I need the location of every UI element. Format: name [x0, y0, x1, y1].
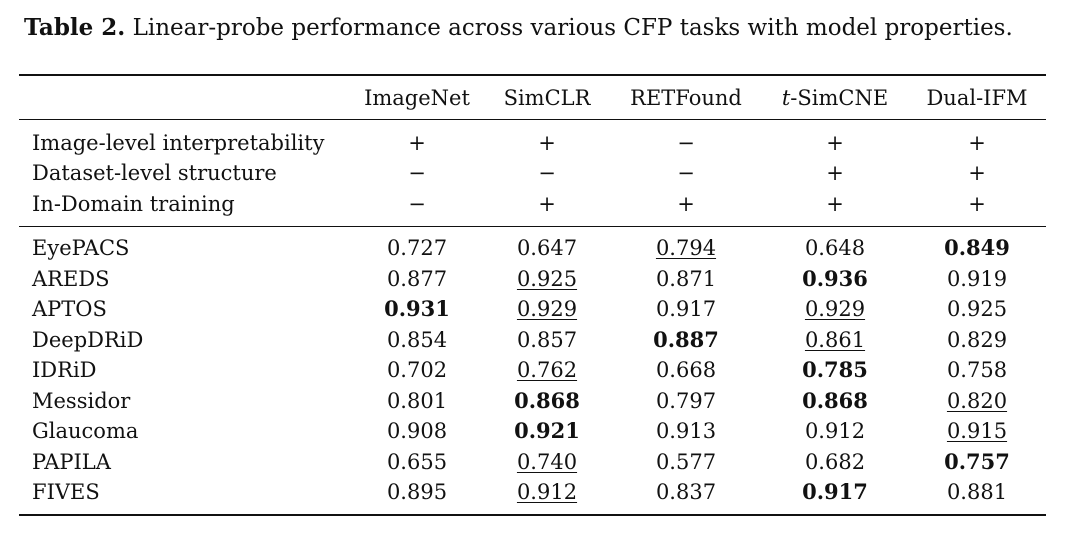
- score-cell: 0.854: [386, 328, 448, 352]
- score-cell: 0.919: [946, 267, 1008, 291]
- property-value: +: [538, 192, 556, 216]
- property-value: −: [408, 192, 426, 216]
- score-cell: 0.837: [655, 480, 717, 504]
- score-cell: 0.912: [516, 480, 578, 504]
- score-cell: 0.931: [384, 296, 450, 321]
- property-label: In-Domain training: [32, 192, 235, 216]
- score-cell: 0.757: [944, 449, 1010, 474]
- result-row: Glaucoma 0.908 0.921 0.913 0.912 0.915: [0, 416, 1067, 446]
- score-cell: 0.861: [804, 328, 866, 352]
- score-cell: 0.925: [946, 297, 1008, 321]
- caption-label: Table 2.: [24, 14, 126, 41]
- dataset-label: EyePACS: [32, 236, 130, 260]
- score-cell: 0.936: [802, 266, 868, 291]
- property-row: In-Domain training − + + + +: [0, 189, 1067, 219]
- score-cell: 0.655: [386, 450, 448, 474]
- result-row: Messidor 0.801 0.868 0.797 0.868 0.820: [0, 386, 1067, 416]
- score-cell: 0.668: [655, 358, 717, 382]
- property-value: −: [538, 161, 556, 185]
- score-cell: 0.785: [802, 357, 868, 382]
- property-value: −: [677, 131, 695, 155]
- score-cell: 0.925: [516, 267, 578, 291]
- score-cell: 0.648: [804, 236, 866, 260]
- score-cell: 0.871: [655, 267, 717, 291]
- header-imagenet: ImageNet: [364, 86, 470, 110]
- result-row: AREDS 0.877 0.925 0.871 0.936 0.919: [0, 264, 1067, 294]
- score-cell: 0.849: [944, 235, 1010, 260]
- property-value: +: [968, 131, 986, 155]
- dataset-label: DeepDRiD: [32, 328, 144, 352]
- header-rule: [19, 119, 1046, 120]
- property-value: +: [538, 131, 556, 155]
- property-value: +: [408, 131, 426, 155]
- property-value: −: [677, 161, 695, 185]
- score-cell: 0.929: [804, 297, 866, 321]
- score-cell: 0.887: [653, 327, 719, 352]
- top-rule: [19, 74, 1046, 76]
- dataset-label: Glaucoma: [32, 419, 139, 443]
- header-tsimcne-rest: -SimCNE: [790, 86, 889, 110]
- bottom-rule: [19, 514, 1046, 516]
- score-cell: 0.913: [655, 419, 717, 443]
- property-row: Image-level interpretability + + − + +: [0, 128, 1067, 158]
- property-row: Dataset-level structure − − − + +: [0, 158, 1067, 188]
- property-value: +: [968, 192, 986, 216]
- result-row: EyePACS 0.727 0.647 0.794 0.648 0.849: [0, 233, 1067, 263]
- dataset-label: FIVES: [32, 480, 100, 504]
- score-cell: 0.915: [946, 419, 1008, 443]
- result-row: APTOS 0.931 0.929 0.917 0.929 0.925: [0, 294, 1067, 324]
- property-label: Dataset-level structure: [32, 161, 277, 185]
- score-cell: 0.877: [386, 267, 448, 291]
- table-caption: Table 2. Linear-probe performance across…: [24, 12, 1064, 44]
- score-cell: 0.829: [946, 328, 1008, 352]
- score-cell: 0.921: [514, 418, 580, 443]
- score-cell: 0.917: [655, 297, 717, 321]
- score-cell: 0.895: [386, 480, 448, 504]
- score-cell: 0.647: [516, 236, 578, 260]
- score-cell: 0.702: [386, 358, 448, 382]
- score-cell: 0.758: [946, 358, 1008, 382]
- header-row: ImageNet SimCLR RETFound t-SimCNE Dual-I…: [0, 83, 1067, 113]
- dataset-label: IDRiD: [32, 358, 97, 382]
- property-value: +: [826, 161, 844, 185]
- score-cell: 0.740: [516, 450, 578, 474]
- score-cell: 0.820: [946, 389, 1008, 413]
- dataset-label: AREDS: [32, 267, 110, 291]
- score-cell: 0.682: [804, 450, 866, 474]
- header-dual-ifm: Dual-IFM: [926, 86, 1028, 110]
- header-tsimcne: t-SimCNE: [774, 83, 896, 113]
- score-cell: 0.868: [802, 388, 868, 413]
- score-cell: 0.881: [946, 480, 1008, 504]
- header-tsimcne-italic: t: [781, 86, 791, 110]
- result-row: PAPILA 0.655 0.740 0.577 0.682 0.757: [0, 447, 1067, 477]
- property-value: +: [826, 192, 844, 216]
- result-row: FIVES 0.895 0.912 0.837 0.917 0.881: [0, 477, 1067, 507]
- header-retfound: RETFound: [630, 86, 742, 110]
- dataset-label: APTOS: [32, 297, 107, 321]
- score-cell: 0.912: [804, 419, 866, 443]
- result-row: IDRiD 0.702 0.762 0.668 0.785 0.758: [0, 355, 1067, 385]
- score-cell: 0.797: [655, 389, 717, 413]
- header-simclr: SimCLR: [503, 86, 591, 110]
- dataset-label: PAPILA: [32, 450, 111, 474]
- score-cell: 0.794: [655, 236, 717, 260]
- caption-text: Linear-probe performance across various …: [125, 15, 1013, 41]
- score-cell: 0.801: [386, 389, 448, 413]
- score-cell: 0.868: [514, 388, 580, 413]
- property-value: +: [826, 131, 844, 155]
- score-cell: 0.727: [386, 236, 448, 260]
- property-label: Image-level interpretability: [32, 131, 325, 155]
- score-cell: 0.577: [655, 450, 717, 474]
- score-cell: 0.762: [516, 358, 578, 382]
- score-cell: 0.929: [516, 297, 578, 321]
- score-cell: 0.908: [386, 419, 448, 443]
- section-rule: [19, 226, 1046, 227]
- property-value: +: [677, 192, 695, 216]
- result-row: DeepDRiD 0.854 0.857 0.887 0.861 0.829: [0, 325, 1067, 355]
- property-value: +: [968, 161, 986, 185]
- property-value: −: [408, 161, 426, 185]
- dataset-label: Messidor: [32, 389, 131, 413]
- score-cell: 0.857: [516, 328, 578, 352]
- score-cell: 0.917: [802, 479, 868, 504]
